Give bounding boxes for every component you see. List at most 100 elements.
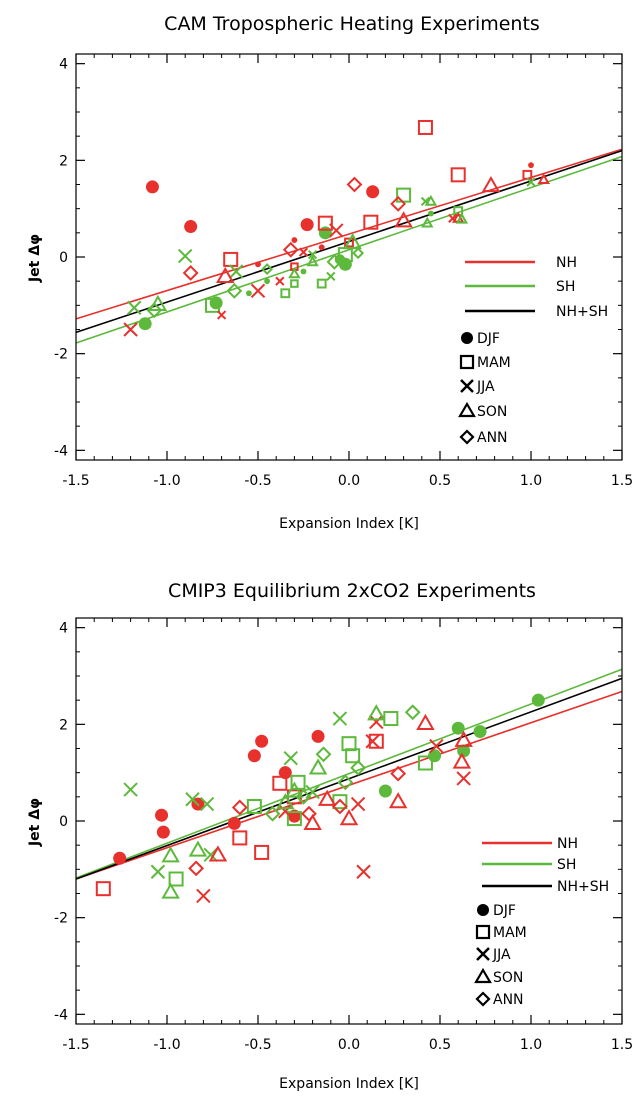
point-nh-square: [344, 237, 354, 248]
data-marks: [75, 119, 623, 344]
x-tick-label: 0.0: [338, 1037, 360, 1053]
legend-label-jja: JJA: [492, 947, 511, 963]
point-nh-triangle: [303, 813, 322, 831]
point-nh-circle: [318, 244, 325, 251]
point-sh-circle: [378, 784, 392, 798]
point-sh-circle: [473, 725, 487, 739]
point-nh-circle: [156, 825, 170, 839]
legend-label-djf: DJF: [493, 903, 516, 919]
legend-label-sh: SH: [557, 857, 576, 873]
chart-title: CMIP3 Equilibrium 2xCO2 Experiments: [168, 580, 536, 602]
legend: NH SH NH+SH DJF MAM JJA SON ANN: [474, 836, 609, 1008]
point-nh-square: [232, 830, 248, 846]
point-nh-triangle: [394, 211, 413, 228]
legend-marker-x: [476, 947, 490, 961]
point-sh-x: [526, 177, 536, 187]
y-tick-label: 4: [59, 621, 68, 637]
point-nh-x: [250, 283, 266, 299]
point-sh-square: [332, 794, 348, 810]
point-nh-square: [363, 214, 379, 230]
x-tick-label: -1.5: [62, 1037, 89, 1053]
y-tick-label: 2: [59, 153, 68, 169]
legend-label-nh: NH: [557, 836, 578, 852]
point-sh-triangle: [161, 846, 180, 863]
point-nh-square: [417, 119, 433, 135]
point-sh-square: [345, 748, 361, 764]
point-nh-diamond: [390, 195, 407, 212]
point-sh-x: [199, 796, 215, 812]
point-nh-diamond: [282, 241, 299, 258]
point-sh-circle: [531, 693, 545, 707]
point-sh-circle: [264, 278, 271, 285]
point-sh-diamond: [295, 788, 312, 805]
point-sh-circle: [300, 268, 307, 275]
x-tick-label: 1.0: [520, 1037, 542, 1053]
panel-cam: CAM Tropospheric Heating Experiments -1.…: [27, 13, 633, 532]
legend-marker-circle: [461, 332, 473, 344]
point-sh-square: [280, 288, 291, 299]
legend-marker-square: [459, 354, 475, 370]
point-nh-circle: [528, 162, 534, 169]
point-nh-triangle: [339, 809, 359, 826]
point-nh-x: [429, 738, 444, 754]
point-sh-diamond: [404, 704, 421, 721]
point-nh-x: [329, 223, 344, 238]
y-tick-label: -2: [54, 347, 68, 363]
point-sh-diamond: [326, 253, 343, 270]
point-nh-triangle: [454, 730, 473, 747]
point-sh-triangle: [421, 216, 434, 228]
y-tick-label: -2: [54, 911, 68, 927]
point-nh-diamond: [331, 798, 348, 815]
point-nh-triangle: [388, 792, 408, 809]
point-nh-triangle: [481, 175, 501, 193]
point-sh-square: [417, 755, 433, 771]
point-sh-square: [290, 279, 299, 288]
legend-marker-circle: [477, 904, 489, 916]
plot-frame: [75, 617, 623, 1025]
point-sh-circle: [457, 744, 471, 758]
point-nh-circle: [184, 220, 198, 234]
y-axis-label: Jet Δφ: [27, 798, 43, 847]
x-tick-label: 0.0: [338, 473, 360, 489]
regression-line-sh: [75, 155, 623, 344]
point-nh-circle: [311, 729, 325, 743]
point-sh-x: [150, 864, 166, 879]
point-sh-x: [177, 248, 193, 264]
point-nh-square: [317, 215, 333, 231]
point-sh-diamond: [350, 759, 367, 776]
point-sh-triangle: [285, 781, 304, 798]
point-sh-diamond: [226, 282, 243, 299]
x-axis-label: Expansion Index [K]: [279, 516, 419, 532]
legend-label-ann: ANN: [493, 992, 524, 1008]
point-sh-triangle: [455, 212, 469, 224]
point-nh-circle: [247, 749, 261, 763]
point-sh-triangle: [367, 704, 386, 721]
point-sh-circle: [245, 290, 252, 297]
point-sh-x: [127, 300, 142, 315]
point-nh-triangle: [208, 845, 228, 862]
point-sh-x: [123, 782, 138, 797]
x-tick-label: -1.0: [153, 473, 180, 489]
point-nh-triangle: [416, 713, 435, 730]
point-sh-circle: [138, 317, 152, 331]
point-nh-square: [223, 251, 239, 267]
axis-ticks: [75, 54, 623, 460]
legend-label-nh-sh: NH+SH: [556, 304, 608, 320]
legend-label-son: SON: [477, 404, 507, 420]
point-nh-x: [365, 734, 380, 749]
legend-label-mam: MAM: [477, 355, 511, 371]
point-nh-triangle: [452, 752, 472, 769]
point-sh-diamond: [146, 302, 163, 319]
legend-label-nh-sh: NH+SH: [557, 879, 609, 895]
point-nh-diamond: [301, 805, 317, 822]
x-tick-label: -0.5: [244, 1037, 271, 1053]
point-nh-diamond: [231, 799, 248, 816]
legend-marker-x: [460, 379, 474, 393]
point-nh-x: [298, 247, 309, 257]
point-nh-diamond: [390, 765, 407, 782]
point-nh-circle: [155, 808, 169, 822]
legend-marker-diamond: [459, 429, 475, 445]
point-nh-square: [450, 167, 466, 183]
point-nh-x: [456, 771, 471, 786]
